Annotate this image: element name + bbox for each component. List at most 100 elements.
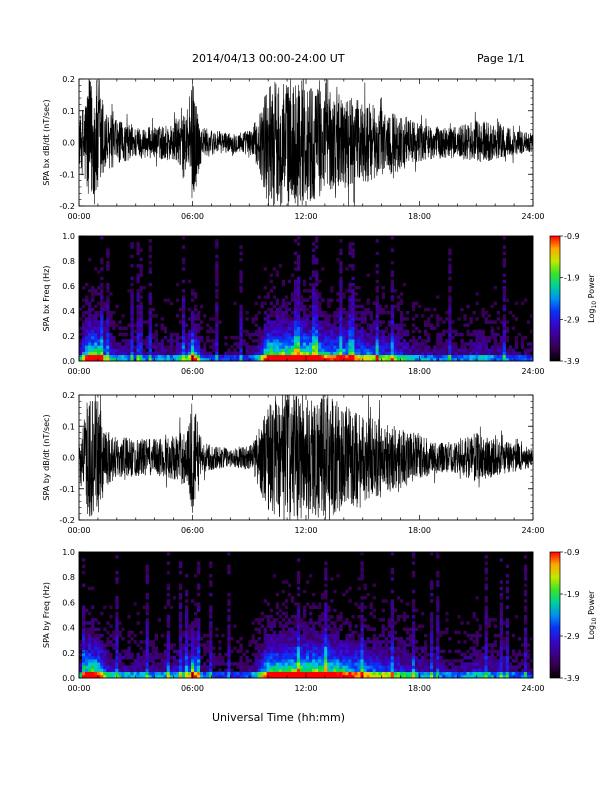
spectrogram-cell	[484, 345, 488, 349]
spectrogram-cell	[357, 317, 361, 321]
spectrogram-cell	[200, 348, 204, 352]
spectrogram-cell	[103, 659, 107, 663]
spectrogram-cell	[127, 342, 131, 346]
spectrogram-cell	[85, 282, 89, 287]
spectrogram-cell	[248, 643, 252, 647]
spectrogram-cell	[436, 652, 440, 657]
spectrogram-cell	[82, 311, 86, 315]
spectrogram-cell	[142, 649, 146, 654]
spectrogram-cell	[348, 351, 352, 356]
spectrogram-cell	[348, 339, 352, 343]
spectrogram-cell	[439, 671, 443, 676]
spectrogram-cell	[306, 317, 310, 321]
spectrogram-cell	[136, 351, 140, 356]
spectrogram-cell	[197, 605, 201, 609]
spectrogram-cell	[145, 351, 149, 356]
spectrogram-cell	[151, 354, 155, 359]
spectrogram-cell	[97, 662, 101, 666]
spectrogram-cell	[130, 351, 134, 356]
spectrogram-cell	[284, 342, 289, 346]
spectrogram-cell	[417, 336, 422, 340]
spectrogram-cell	[508, 357, 513, 362]
spectrogram-cell	[236, 640, 240, 644]
spectrogram-cell	[321, 351, 325, 356]
spectrogram-cell	[263, 659, 267, 663]
spectrogram-cell	[139, 345, 143, 349]
spectrogram-cell	[324, 567, 328, 572]
spectrogram-cell	[287, 583, 292, 587]
spectrogram-cell	[100, 351, 104, 356]
spectrogram-cell	[257, 348, 261, 352]
spectrogram-cell	[363, 655, 367, 660]
spectrogram-cell	[263, 342, 267, 346]
spectrogram-cell	[302, 605, 307, 609]
spectrogram-cell	[91, 640, 95, 644]
spectrogram-cell	[369, 348, 373, 352]
spectrogram-cell	[390, 332, 395, 337]
spectrogram-cell	[312, 671, 316, 676]
spectrogram-cell	[187, 332, 192, 337]
spectrogram-cell	[460, 307, 464, 312]
spectrogram-cell	[197, 311, 201, 315]
spectrogram-cell	[209, 583, 213, 587]
spectrogram-cell	[384, 326, 389, 331]
spectrogram-cell	[178, 602, 183, 606]
spectrogram-cell	[315, 239, 319, 243]
spectrogram-cell	[227, 630, 231, 635]
spectrogram-cell	[184, 627, 189, 632]
spectrogram-cell	[100, 345, 104, 349]
spectrogram-cell	[190, 298, 195, 302]
spectrogram-cell	[433, 326, 437, 331]
spectrogram-cell	[121, 354, 125, 359]
spectrogram-cell	[375, 307, 379, 312]
spectrogram-cell	[523, 592, 528, 597]
spectrogram-cell	[215, 307, 219, 312]
spectrogram-cell	[399, 314, 404, 318]
spectrogram-cell	[190, 342, 195, 346]
spectrogram-cell	[151, 643, 155, 647]
spectrogram-cell	[466, 674, 470, 679]
spectrogram-cell	[511, 357, 516, 362]
spectrogram-cell	[82, 320, 86, 324]
spectrogram-cell	[427, 345, 431, 349]
spectrogram-cell	[351, 329, 355, 334]
spectrogram-cell	[106, 351, 110, 356]
spectrogram-cell	[511, 665, 516, 669]
spectrogram-cell	[278, 351, 283, 356]
spectrogram-cell	[136, 311, 140, 315]
spectrogram-cell	[360, 357, 364, 362]
spectrogram-cell	[523, 567, 528, 572]
spectrogram-cell	[433, 659, 437, 663]
spectrogram-cell	[472, 674, 476, 679]
spectrogram-cell	[281, 655, 286, 660]
spectrogram-cell	[263, 323, 267, 327]
spectrogram-cell	[296, 336, 301, 340]
spectrogram-cell	[302, 674, 307, 679]
spectrogram-cell	[187, 351, 192, 356]
spectrogram-cell	[414, 640, 419, 644]
spectrogram-cell	[187, 329, 192, 334]
spectrogram-cell	[212, 674, 216, 679]
spectrogram-cell	[160, 354, 165, 359]
spectrogram-cell	[523, 336, 528, 340]
spectrogram-cell	[88, 611, 92, 616]
spectrogram-cell	[433, 674, 437, 679]
spectrogram-cell	[296, 351, 301, 356]
spectrogram-cell	[187, 655, 192, 660]
spectrogram-cell	[321, 354, 325, 359]
spectrogram-cell	[345, 640, 349, 644]
spectrogram-cell	[184, 336, 189, 340]
spectrogram-cell	[436, 596, 440, 600]
spectrogram-cell	[327, 627, 331, 632]
spectrogram-cell	[469, 674, 473, 679]
spectrogram-cell	[445, 618, 449, 622]
spectrogram-cell	[354, 304, 358, 309]
spectrogram-cell	[487, 320, 491, 324]
spectrogram-cell	[448, 301, 452, 306]
spectrogram-cell	[312, 289, 316, 293]
spectrogram-cell	[130, 342, 134, 346]
spectrogram-cell	[481, 351, 485, 356]
spectrogram-cell	[457, 351, 461, 356]
spectrogram-cell	[97, 336, 101, 340]
spectrogram-cell	[293, 624, 298, 628]
